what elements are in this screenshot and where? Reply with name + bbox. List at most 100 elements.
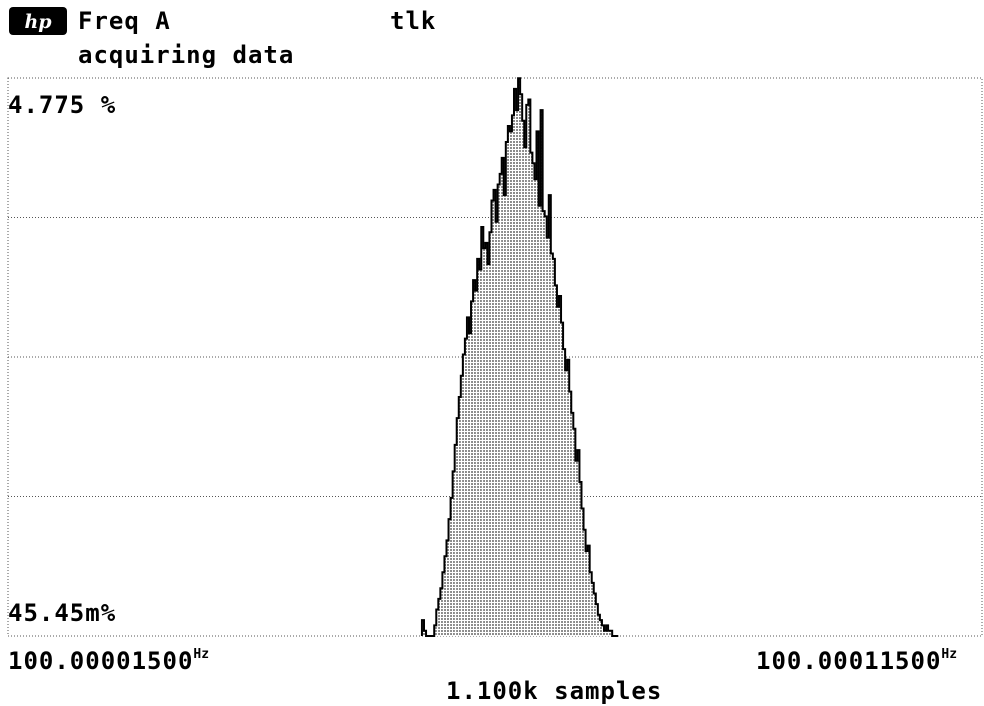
histogram-bar <box>464 338 467 636</box>
histogram-bar <box>442 572 445 636</box>
histogram-bar <box>579 481 582 636</box>
histogram-bar <box>448 519 451 636</box>
histogram-bars <box>421 78 613 637</box>
histogram-bar <box>573 428 576 636</box>
x-axis-max-value: 100.00011500 <box>756 647 942 675</box>
histogram-bar <box>581 508 584 636</box>
histogram-bar <box>499 173 502 636</box>
histogram-bar <box>595 604 598 636</box>
histogram-bar <box>524 147 527 637</box>
histogram-bar <box>554 285 557 636</box>
histogram-bar <box>567 359 570 636</box>
histogram-bar <box>548 195 551 636</box>
histogram-bar <box>479 269 482 636</box>
histogram-bar <box>513 88 517 637</box>
histogram-bar <box>540 110 543 636</box>
histogram-bar <box>518 78 521 637</box>
histogram-bar <box>473 280 476 636</box>
histogram-outline <box>420 77 619 637</box>
histogram-bar <box>516 110 519 636</box>
x-axis-caption: 1.100k samples <box>446 677 663 705</box>
histogram-bar <box>569 391 572 636</box>
x-axis-min-unit: Hz <box>193 647 210 662</box>
histogram-bar <box>434 625 437 636</box>
histogram-bar <box>558 296 562 636</box>
histogram-bar <box>495 221 498 637</box>
histogram-bar <box>493 189 496 636</box>
histogram-bar <box>608 630 611 636</box>
histogram-bar <box>458 397 461 636</box>
histogram-bar <box>532 163 535 636</box>
histogram-bar <box>571 412 574 636</box>
histogram-bar <box>552 258 555 636</box>
hp-logo-graphic: hp <box>9 7 67 35</box>
status-text: acquiring data <box>78 41 295 69</box>
histogram-bar <box>583 529 586 636</box>
histogram-bar <box>438 598 441 636</box>
histogram-bar <box>599 620 602 636</box>
histogram-bar <box>477 258 480 636</box>
histogram-bar <box>436 609 439 636</box>
x-axis-min-label: 100.00001500Hz <box>8 648 209 674</box>
histogram-bar <box>489 232 492 636</box>
histogram-bar <box>593 593 596 636</box>
histogram-bar <box>575 460 578 636</box>
histogram-bar <box>466 317 469 636</box>
histogram-bar <box>530 152 533 637</box>
histogram-bar <box>544 216 547 637</box>
histogram-bar <box>454 444 457 636</box>
histogram-bar <box>481 226 484 637</box>
histogram-bar <box>475 290 478 636</box>
histogram-bar <box>563 349 566 636</box>
histogram-bar <box>565 370 568 636</box>
x-axis-max-unit: Hz <box>941 647 958 662</box>
histogram-bar <box>468 333 472 636</box>
hp-logo: hp <box>8 6 68 36</box>
histogram-bar <box>507 126 510 636</box>
histogram-bar <box>471 301 474 636</box>
histogram-bar <box>485 242 488 636</box>
histogram-bar <box>503 195 506 636</box>
x-axis-max-label: 100.00011500Hz <box>756 648 957 674</box>
histogram-bar <box>550 253 553 636</box>
histogram-bar <box>491 200 494 636</box>
histogram-bar <box>444 556 447 636</box>
histogram-bar <box>546 237 549 636</box>
histogram-bar <box>505 142 508 637</box>
histogram-bar <box>452 471 455 636</box>
histogram-bar <box>509 131 512 636</box>
y-axis-max-label: 4.775 % <box>8 91 117 119</box>
histogram-bar <box>421 620 424 636</box>
histogram-bar <box>497 184 500 636</box>
histogram-bar <box>585 551 588 636</box>
y-axis-min-label: 45.45m% <box>8 599 117 627</box>
histogram-bar <box>589 572 592 636</box>
histogram-bar <box>536 131 539 636</box>
talk-indicator: tlk <box>390 7 437 35</box>
hp-logo-text: hp <box>24 11 52 33</box>
histogram-bar <box>587 545 590 636</box>
histogram-bar <box>522 120 525 636</box>
channel-title: Freq A <box>78 7 171 35</box>
histogram-bar <box>483 248 486 636</box>
histogram-bar <box>487 264 490 636</box>
histogram-bar <box>556 306 559 636</box>
histogram-bar <box>561 322 564 636</box>
histogram-bar <box>601 625 604 636</box>
histogram-bar <box>526 104 529 636</box>
histogram-bar <box>424 630 427 636</box>
histogram-bar <box>450 497 453 636</box>
x-axis-min-value: 100.00001500 <box>8 647 194 675</box>
histogram-bar <box>460 375 463 636</box>
histogram-bar <box>542 211 545 636</box>
histogram-bar <box>606 625 609 636</box>
histogram-bar <box>511 115 514 636</box>
histogram-bar <box>597 614 600 636</box>
histogram-bar <box>446 540 449 636</box>
histogram-bar <box>528 99 531 636</box>
histogram-bar <box>610 630 613 636</box>
histogram-bar <box>591 582 594 636</box>
histogram-bar <box>603 630 607 636</box>
histogram-bar <box>577 450 580 636</box>
histogram-bar <box>501 157 504 636</box>
